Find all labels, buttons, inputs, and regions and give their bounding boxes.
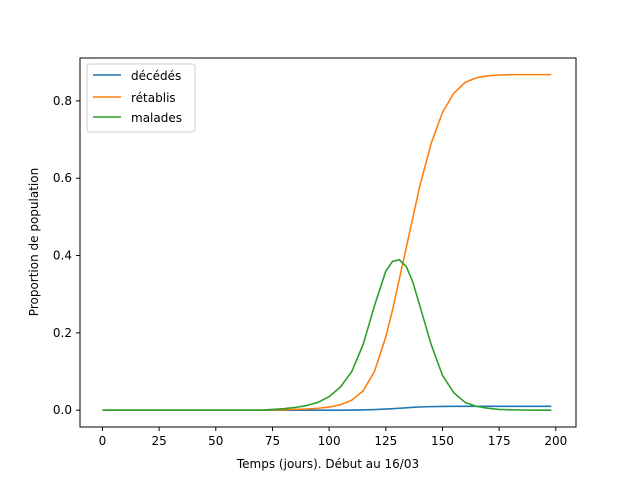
- y-tick-label: 0.0: [53, 403, 72, 417]
- plot-lines: [102, 73, 552, 411]
- x-tick-label: 75: [265, 434, 280, 448]
- x-tick-label: 25: [151, 434, 166, 448]
- legend-label-retablis: rétablis: [131, 91, 176, 105]
- x-tick-label: 125: [374, 434, 397, 448]
- legend-label-malades: malades: [131, 111, 182, 125]
- x-tick-label: 0: [99, 434, 107, 448]
- y-axis-ticks: 0.0 0.2 0.4 0.6 0.8: [53, 94, 80, 417]
- series-line-2: [102, 259, 552, 411]
- y-axis-label: Proportion de population: [27, 168, 41, 316]
- y-tick-label: 0.2: [53, 326, 72, 340]
- legend: décédés rétablis malades: [86, 63, 196, 133]
- legend-label-deces: décédés: [131, 69, 181, 83]
- legend-box: [86, 63, 196, 133]
- x-axis-label: Temps (jours). Début au 16/03: [236, 457, 419, 471]
- y-tick-label: 0.4: [53, 249, 72, 263]
- plot-frame: [79, 57, 577, 428]
- x-tick-label: 50: [208, 434, 223, 448]
- x-tick-label: 175: [488, 434, 511, 448]
- y-tick-label: 0.6: [53, 171, 72, 185]
- x-tick-label: 150: [431, 434, 454, 448]
- x-axis-ticks: 0 25 50 75 100 125 150 175 200: [99, 427, 567, 448]
- x-tick-label: 100: [318, 434, 341, 448]
- y-tick-label: 0.8: [53, 94, 72, 108]
- x-tick-label: 200: [544, 434, 567, 448]
